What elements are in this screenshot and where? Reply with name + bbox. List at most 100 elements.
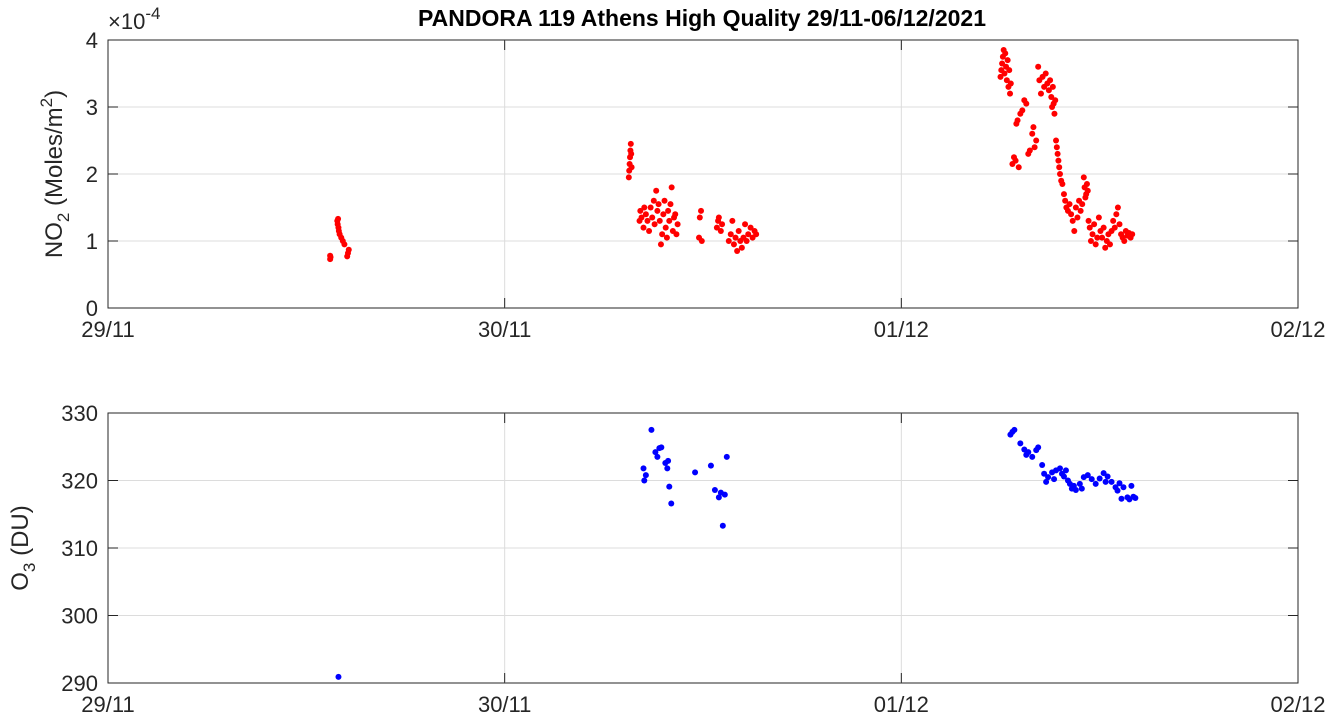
data-point: [715, 494, 722, 501]
data-point: [1099, 234, 1106, 241]
data-point: [1025, 449, 1032, 456]
data-point: [1019, 107, 1026, 114]
data-point: [1113, 211, 1120, 218]
data-point: [696, 214, 703, 221]
x-tick-label: 29/11: [81, 317, 134, 342]
data-point: [1108, 478, 1115, 485]
data-point: [1092, 241, 1099, 248]
data-point: [1007, 80, 1014, 87]
data-point: [659, 231, 666, 238]
data-point: [649, 214, 656, 221]
data-point: [1003, 77, 1010, 84]
data-point: [651, 221, 658, 228]
data-point: [1114, 204, 1121, 211]
y-tick-label: 330: [61, 401, 98, 426]
data-point: [648, 426, 655, 433]
data-point: [672, 211, 679, 218]
data-point: [1062, 197, 1069, 204]
y-tick-label: 4: [86, 28, 98, 53]
data-point: [735, 227, 742, 234]
data-point: [1085, 217, 1092, 224]
o3-scatter-points: [335, 426, 1139, 680]
o3-x-ticks: 29/11 30/11 01/12 02/12: [81, 413, 1326, 717]
data-point: [1030, 124, 1037, 131]
x-tick-label: 02/12: [1270, 317, 1325, 342]
data-point: [747, 224, 754, 231]
data-point: [698, 238, 705, 244]
data-point: [1084, 472, 1091, 479]
data-point: [997, 73, 1004, 80]
data-point: [1094, 234, 1101, 241]
data-point: [1051, 476, 1058, 483]
data-point: [1102, 478, 1109, 485]
x-tick-label: 01/12: [874, 317, 929, 342]
data-point: [1078, 485, 1085, 492]
data-point: [1091, 221, 1098, 228]
data-point: [627, 140, 634, 147]
data-point: [644, 217, 651, 224]
data-point: [1118, 495, 1125, 502]
data-point: [753, 231, 760, 238]
y-tick-label: 320: [61, 469, 98, 494]
data-point: [719, 221, 726, 228]
data-point: [1001, 70, 1008, 77]
data-point: [1120, 484, 1127, 491]
data-point: [1056, 164, 1063, 171]
data-point: [717, 227, 724, 234]
data-point: [1060, 473, 1067, 480]
data-point: [1132, 495, 1139, 502]
data-point: [1074, 214, 1081, 221]
data-point: [1096, 475, 1103, 482]
data-point: [723, 453, 730, 460]
data-point: [658, 444, 665, 451]
data-point: [646, 227, 653, 234]
data-point: [625, 174, 632, 181]
data-point: [1057, 465, 1063, 472]
x-tick-label: 01/12: [874, 692, 929, 717]
data-point: [713, 224, 720, 231]
x-tick-label: 02/12: [1270, 692, 1325, 717]
data-point: [1072, 486, 1079, 493]
data-point: [665, 457, 672, 464]
data-point: [1068, 211, 1075, 218]
data-point: [642, 472, 649, 479]
data-point: [1049, 83, 1056, 90]
data-point: [725, 238, 732, 244]
data-point: [668, 500, 675, 507]
data-point: [641, 477, 648, 484]
data-point: [1033, 137, 1040, 144]
data-point: [641, 204, 648, 211]
data-point: [692, 469, 699, 476]
data-point: [1057, 171, 1063, 177]
data-point: [734, 248, 741, 255]
data-point: [327, 254, 334, 261]
data-point: [1129, 231, 1136, 238]
data-point: [1114, 487, 1121, 494]
data-point: [662, 224, 669, 231]
data-point: [1110, 217, 1117, 224]
data-point: [652, 449, 659, 456]
data-point: [345, 246, 352, 253]
data-point: [1066, 201, 1073, 208]
data-point: [628, 150, 635, 157]
data-point: [665, 207, 672, 214]
data-point: [666, 217, 673, 224]
data-point: [654, 207, 661, 214]
data-point: [743, 238, 750, 244]
data-point: [654, 453, 661, 460]
data-point: [730, 241, 737, 248]
no2-scatter-points: [327, 47, 1136, 263]
data-point: [1006, 67, 1013, 74]
data-point: [727, 231, 734, 238]
data-point: [1039, 461, 1046, 468]
data-point: [674, 221, 681, 228]
data-point: [1015, 164, 1022, 171]
data-point: [667, 201, 674, 208]
data-point: [1069, 217, 1076, 224]
data-point: [1037, 90, 1044, 97]
no2-y-ticks: 0 1 2 3 4: [86, 28, 1298, 321]
o3-y-ticks: 290 300 310 320 330: [61, 401, 1298, 696]
data-point: [1023, 100, 1030, 107]
data-point: [1088, 476, 1095, 483]
o3-panel: 290 300 310 320 330 29/11 30/11 01/12 02/12 O3 …: [7, 401, 1326, 717]
